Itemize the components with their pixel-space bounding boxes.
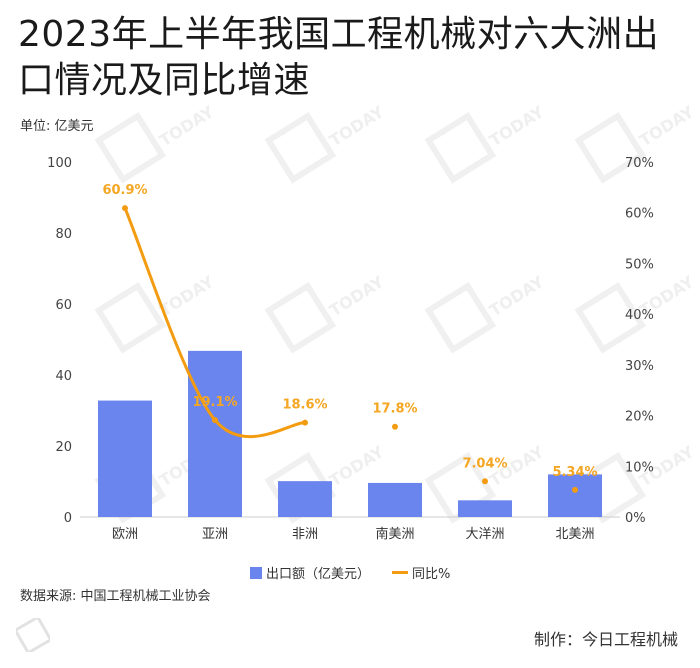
- right-tick-label: 20%: [625, 410, 654, 425]
- right-tick-label: 70%: [625, 156, 654, 171]
- category-label: 亚洲: [202, 527, 228, 542]
- legend-bar-label: 出口额（亿美元）: [266, 567, 371, 582]
- yoy-point: [482, 478, 488, 485]
- watermark-mark: [424, 281, 497, 354]
- category-labels: 欧洲 亚洲 非洲 南美洲 大洋洲 北美洲: [112, 526, 595, 542]
- category-label: 北美洲: [555, 527, 594, 542]
- yoy-data-label: 19.1%: [192, 395, 237, 410]
- yoy-data-label: 5.34%: [552, 465, 597, 480]
- yoy-point: [302, 419, 308, 426]
- yoy-data-label: 18.6%: [282, 398, 327, 413]
- left-tick-label: 100: [47, 156, 72, 171]
- right-tick-label: 60%: [625, 207, 654, 222]
- right-tick-label: 30%: [625, 359, 654, 374]
- watermark-tile: TODAY: [424, 102, 548, 184]
- watermark-text: TODAY: [326, 272, 388, 320]
- watermark-tile: TODAY: [424, 272, 548, 354]
- watermark-mark: [424, 111, 497, 184]
- watermark-text: TODAY: [486, 272, 548, 320]
- watermark-mark: [574, 111, 647, 184]
- yoy-point: [392, 423, 398, 430]
- left-tick-label: 20: [55, 440, 72, 455]
- unit-label: 单位: 亿美元: [20, 119, 94, 134]
- bar-欧洲: [98, 400, 152, 517]
- category-label: 欧洲: [112, 527, 138, 542]
- source-note: 数据来源: 中国工程机械工业协会: [20, 589, 211, 604]
- watermark-mark: [264, 111, 337, 184]
- watermark-mark: [264, 281, 337, 354]
- yoy-point: [572, 486, 578, 493]
- right-tick-label: 50%: [625, 257, 654, 272]
- yoy-data-labels: 60.9% 19.1% 18.6% 17.8% 7.04% 5.34%: [102, 183, 597, 480]
- left-axis: 0 20 40 60 80 100: [47, 156, 72, 526]
- watermark-logo-icon: [16, 618, 50, 652]
- category-label: 大洋洲: [465, 527, 504, 542]
- bar-非洲: [278, 481, 332, 517]
- legend-line-label: 同比%: [412, 567, 451, 582]
- yoy-data-label: 17.8%: [372, 402, 417, 417]
- left-tick-label: 60: [55, 298, 72, 313]
- right-axis: 0% 10% 20% 30% 40% 50% 60% 70%: [625, 156, 654, 526]
- right-tick-label: 40%: [625, 308, 654, 323]
- category-label: 南美洲: [375, 526, 414, 542]
- left-tick-label: 40: [55, 369, 72, 384]
- right-tick-label: 0%: [625, 511, 646, 526]
- maker-credit: 制作：今日工程机械: [533, 630, 678, 649]
- bar-大洋洲: [458, 500, 512, 517]
- left-tick-label: 80: [55, 227, 72, 242]
- yoy-data-label: 60.9%: [102, 183, 147, 198]
- left-tick-label: 0: [64, 511, 72, 526]
- yoy-points: [122, 205, 578, 493]
- yoy-line: [123, 206, 307, 439]
- right-tick-label: 10%: [625, 460, 654, 475]
- yoy-point: [212, 417, 218, 424]
- legend-bar-swatch: [250, 566, 262, 579]
- category-label: 非洲: [292, 527, 318, 542]
- bar-北美洲: [548, 474, 602, 517]
- legend-line-swatch: [392, 571, 409, 574]
- yoy-point: [122, 205, 128, 212]
- watermark-tile: TODAY: [264, 272, 388, 354]
- watermark-text: TODAY: [326, 102, 388, 150]
- watermark-mark: [94, 111, 167, 184]
- watermark-tile: TODAY: [264, 102, 388, 184]
- legend: 出口额（亿美元） 同比%: [250, 563, 450, 582]
- chart-title: 2023年上半年我国工程机械对六大洲出口情况及同比增速: [18, 14, 660, 101]
- bar-南美洲: [368, 482, 422, 517]
- watermark-text: TODAY: [486, 102, 548, 150]
- bar-series: [98, 350, 602, 517]
- watermark-tile: TODAY: [94, 102, 218, 184]
- watermark-mark: [94, 281, 167, 354]
- watermark-text: TODAY: [156, 102, 218, 150]
- watermark-mark: [574, 281, 647, 354]
- yoy-data-label: 7.04%: [462, 456, 507, 471]
- watermark-text: TODAY: [636, 102, 698, 150]
